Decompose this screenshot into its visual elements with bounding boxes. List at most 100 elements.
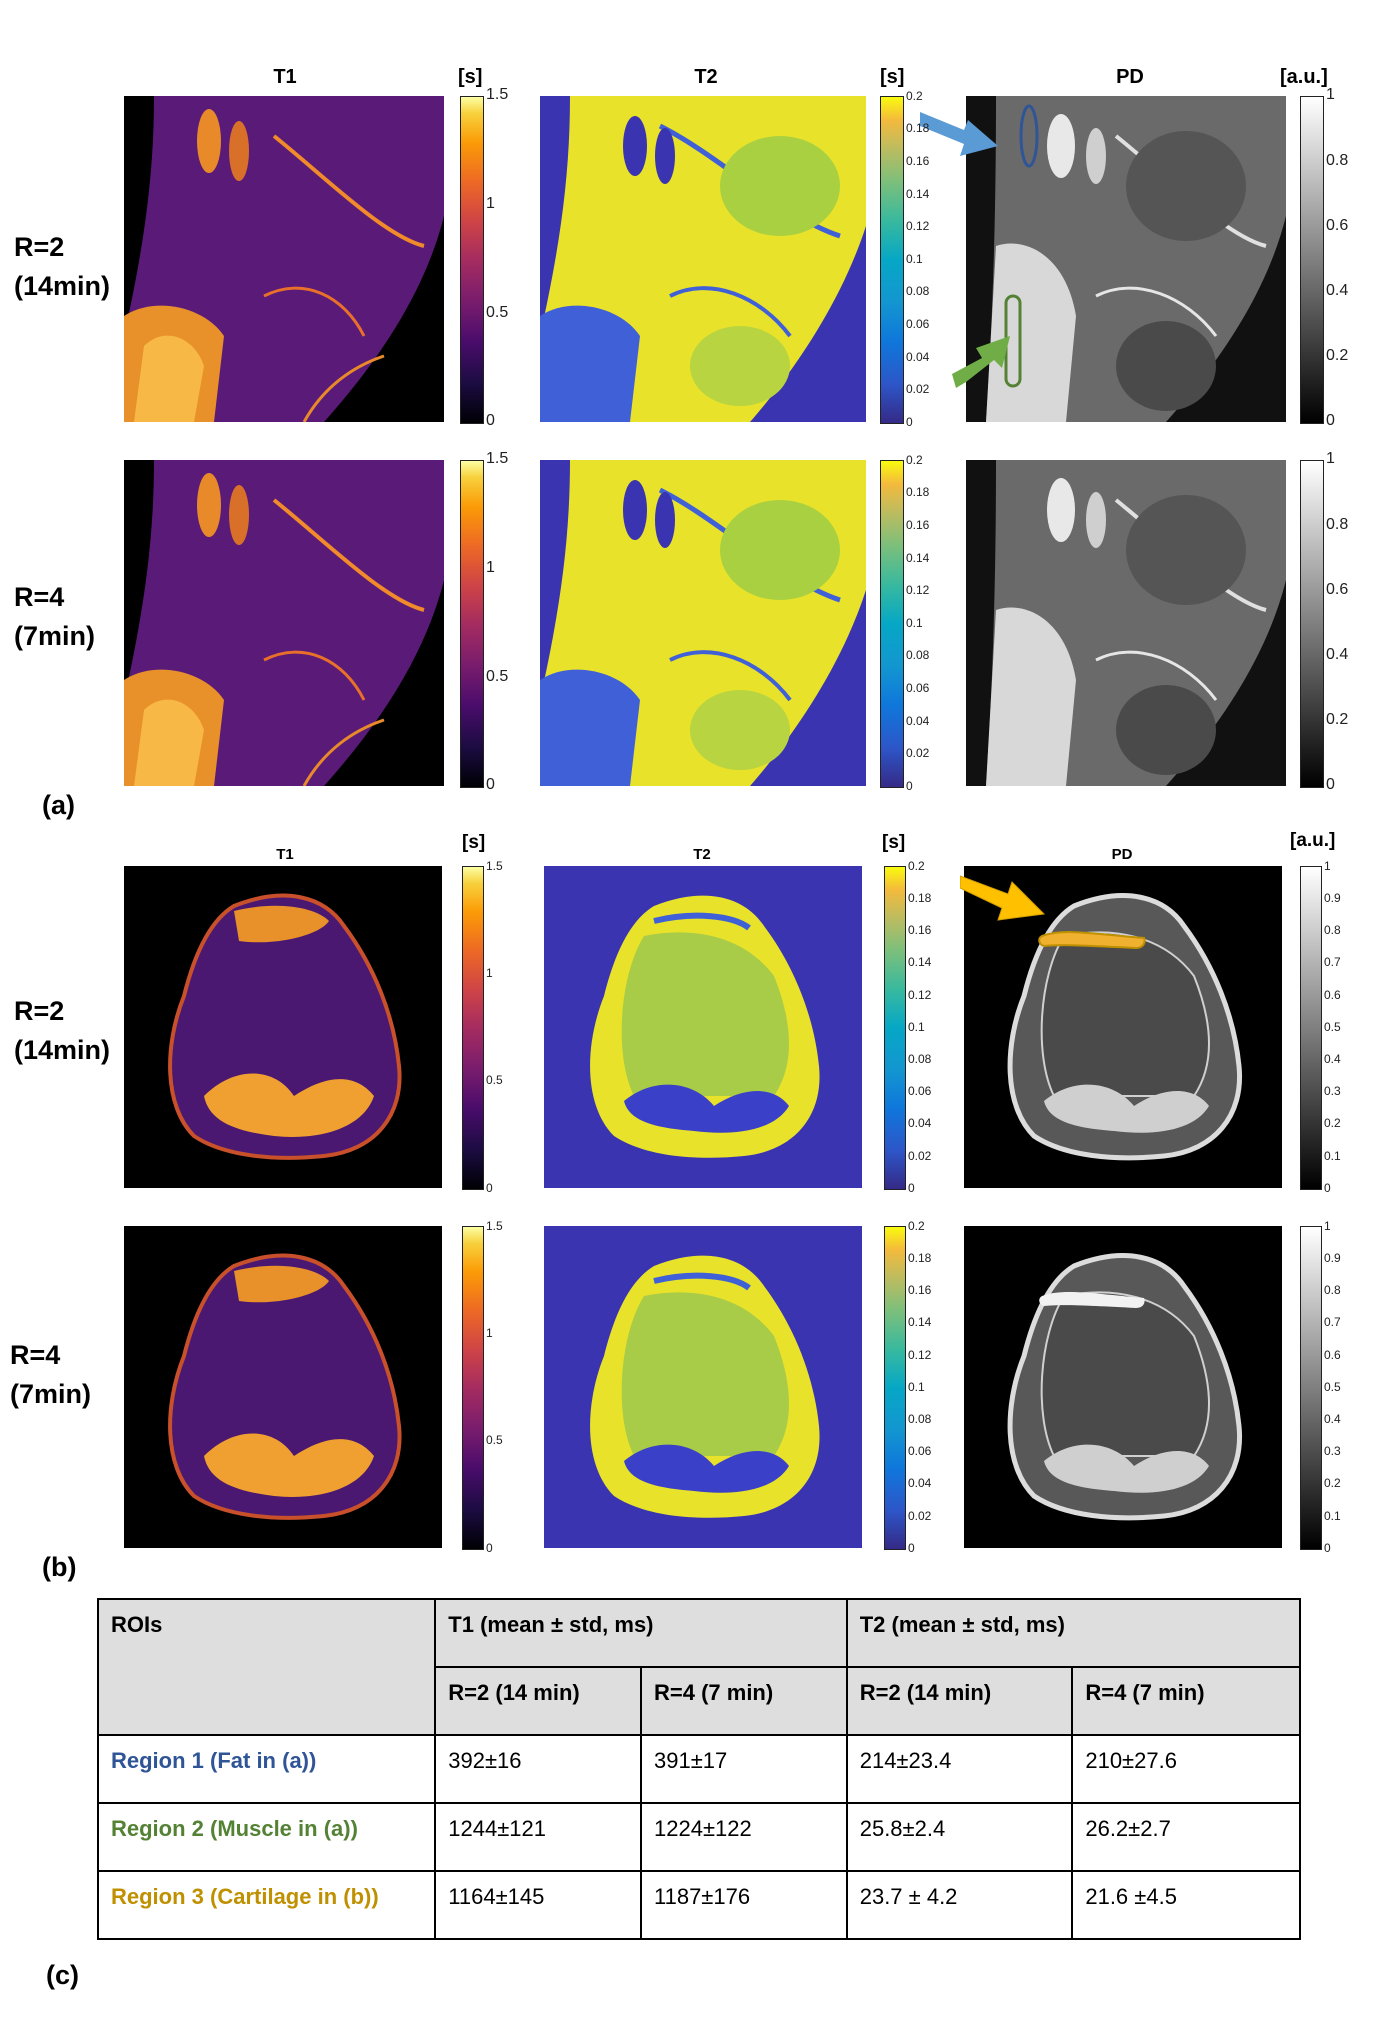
table-cell: 23.7 ± 4.2 xyxy=(845,1870,1074,1940)
colorbar-tick-label: 0.4 xyxy=(1324,1412,1341,1426)
panel-a-unit-t1: [s] xyxy=(458,66,483,88)
colorbar-tick-label: 0.16 xyxy=(906,518,930,532)
colorbar-tick-label: 0.2 xyxy=(1324,1476,1341,1491)
colorbar-tick-label: 0.1 xyxy=(1324,1148,1341,1163)
axial-pd-map-r4 xyxy=(964,1226,1282,1548)
colorbar-tick-label: 0.06 xyxy=(908,1444,932,1459)
panel-b-unit-t1: [s] xyxy=(462,832,486,853)
sagittal-t2-map-r4 xyxy=(540,460,866,786)
table-row: Region 1 (Fat in (a)) 392±16 391±17 214±… xyxy=(96,1734,1301,1804)
panel-a-row2-label: R=4 (7min) xyxy=(14,578,95,656)
table-cell: 1164±145 xyxy=(434,1870,642,1940)
colorbar-tick-label: 0.06 xyxy=(908,1084,932,1099)
colorbar-tick-label: 0.3 xyxy=(1324,1444,1341,1459)
colorbar-tick-label: 0 xyxy=(1324,1180,1331,1195)
table-cell: 392±16 xyxy=(434,1734,642,1804)
colorbar-tick-label: 0.5 xyxy=(1324,1379,1341,1394)
colorbar-tick-label: 1.5 xyxy=(486,86,509,104)
pd-colorbar xyxy=(1300,460,1324,788)
sagittal-t1-map-r4 xyxy=(124,460,444,786)
cartilage-roi-outline xyxy=(1038,931,1146,950)
colorbar-tick-label: 1.5 xyxy=(486,858,503,873)
colorbar-tick-label: 0.16 xyxy=(906,154,930,168)
subheader-t2-r2: R=2 (14 min) xyxy=(845,1666,1074,1736)
region-name: Region 2 (Muscle in (a)) xyxy=(96,1802,437,1872)
colorbar-tick-label: 0.9 xyxy=(1324,891,1341,905)
t1-colorbar xyxy=(462,866,484,1190)
colorbar-tick-label: 0.9 xyxy=(1324,1251,1341,1265)
colorbar-tick-label: 0.14 xyxy=(906,186,930,201)
colorbar-tick-label: 0.02 xyxy=(906,382,930,397)
colorbar-tick-label: 0.14 xyxy=(906,550,930,565)
colorbar-tick-label: 0 xyxy=(486,1180,493,1195)
panel-b-unit-t2: [s] xyxy=(882,832,906,853)
colorbar-tick-label: 1 xyxy=(486,559,495,577)
colorbar-tick-label: 0 xyxy=(1326,412,1335,430)
colorbar-tick-label: 1 xyxy=(1324,858,1331,873)
colorbar-tick-label: 0.18 xyxy=(906,485,930,500)
colorbar-tick-label: 0.18 xyxy=(906,121,930,136)
colorbar-tick-label: 0 xyxy=(908,1540,915,1555)
row-label-line2: (14min) xyxy=(14,1035,111,1066)
table-cell: 1244±121 xyxy=(434,1802,642,1872)
colorbar-tick-label: 0.1 xyxy=(908,1019,925,1034)
panel-b-title-t2: T2 xyxy=(693,846,711,863)
sagittal-t1-map-r2 xyxy=(124,96,444,422)
header-rois: ROIs xyxy=(96,1598,437,1736)
row-label-line1: R=2 xyxy=(14,996,65,1026)
panel-a-title-t1: T1 xyxy=(273,66,297,88)
row-label-line1: R=4 xyxy=(14,582,65,612)
axial-t2-map-r2 xyxy=(544,866,862,1188)
panel-a-unit-pd: [a.u.] xyxy=(1280,66,1328,88)
panel-b-title-t1: T1 xyxy=(276,846,294,863)
row-label-line2: (7min) xyxy=(10,1379,91,1410)
colorbar-tick-label: 0.8 xyxy=(1326,151,1349,169)
colorbar-tick-label: 0.8 xyxy=(1326,515,1349,533)
colorbar-tick-label: 0.2 xyxy=(908,1218,925,1233)
axial-t2-map-r4 xyxy=(544,1226,862,1548)
colorbar-tick-label: 0.04 xyxy=(908,1116,932,1131)
colorbar-tick-label: 0.1 xyxy=(1324,1508,1341,1523)
colorbar-tick-label: 1 xyxy=(1324,1218,1331,1233)
colorbar-tick-label: 0.4 xyxy=(1324,1052,1341,1066)
row-label-line1: R=4 xyxy=(10,1340,61,1370)
t1-colorbar xyxy=(460,96,484,424)
colorbar-tick-label: 0.04 xyxy=(908,1476,932,1491)
t1-colorbar xyxy=(460,460,484,788)
colorbar-tick-label: 0.2 xyxy=(1324,1116,1341,1131)
colorbar-tick-label: 0.2 xyxy=(1326,711,1349,729)
colorbar-tick-label: 1 xyxy=(486,195,495,213)
region-name: Region 3 (Cartilage in (b)) xyxy=(96,1870,437,1940)
subheader-t1-r4: R=4 (7 min) xyxy=(640,1666,848,1736)
colorbar-tick-label: 0.06 xyxy=(906,317,930,331)
axial-pd-map-r2 xyxy=(964,866,1282,1188)
colorbar-tick-label: 0.7 xyxy=(1324,955,1341,970)
row-label-line1: R=2 xyxy=(14,232,65,262)
colorbar-tick-label: 0.02 xyxy=(908,1148,932,1163)
colorbar-tick-label: 0.08 xyxy=(908,1052,932,1066)
row-label-line2: (14min) xyxy=(14,271,111,302)
colorbar-tick-label: 0 xyxy=(906,414,913,429)
colorbar-tick-label: 0.4 xyxy=(1326,282,1349,299)
region-name: Region 1 (Fat in (a)) xyxy=(96,1734,437,1804)
colorbar-tick-label: 0.12 xyxy=(906,219,930,234)
panel-a-unit-t2: [s] xyxy=(880,66,905,88)
colorbar-tick-label: 0.8 xyxy=(1324,1283,1341,1298)
sagittal-pd-map-r2 xyxy=(966,96,1286,422)
subheader-t1-r2: R=2 (14 min) xyxy=(434,1666,642,1736)
panel-a-title-pd: PD xyxy=(1116,66,1144,88)
t2-colorbar xyxy=(884,866,906,1190)
blue-arrow-icon xyxy=(920,112,998,156)
colorbar-tick-label: 0 xyxy=(906,778,913,793)
colorbar-tick-label: 1 xyxy=(1326,450,1335,468)
table-cell: 25.8±2.4 xyxy=(845,1802,1074,1872)
pd-colorbar xyxy=(1300,1226,1322,1550)
colorbar-tick-label: 0.3 xyxy=(1324,1084,1341,1099)
colorbar-tick-label: 0.2 xyxy=(906,452,923,467)
colorbar-tick-label: 0.2 xyxy=(1326,347,1349,365)
colorbar-tick-label: 0.08 xyxy=(906,284,930,299)
colorbar-tick-label: 0.08 xyxy=(906,648,930,663)
colorbar-tick-label: 0.6 xyxy=(1326,216,1349,234)
colorbar-tick-label: 1.5 xyxy=(486,450,509,468)
table-cell: 214±23.4 xyxy=(845,1734,1074,1804)
